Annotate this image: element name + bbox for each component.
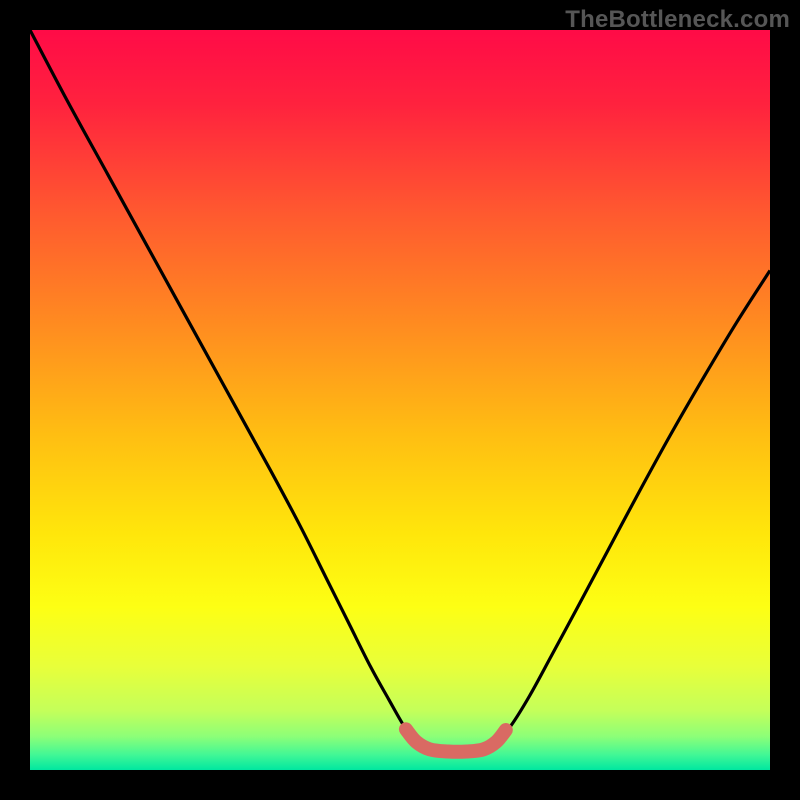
plot-area — [30, 30, 770, 770]
chart-frame: TheBottleneck.com — [0, 0, 800, 800]
watermark-label: TheBottleneck.com — [565, 6, 790, 34]
chart-svg — [0, 0, 800, 800]
